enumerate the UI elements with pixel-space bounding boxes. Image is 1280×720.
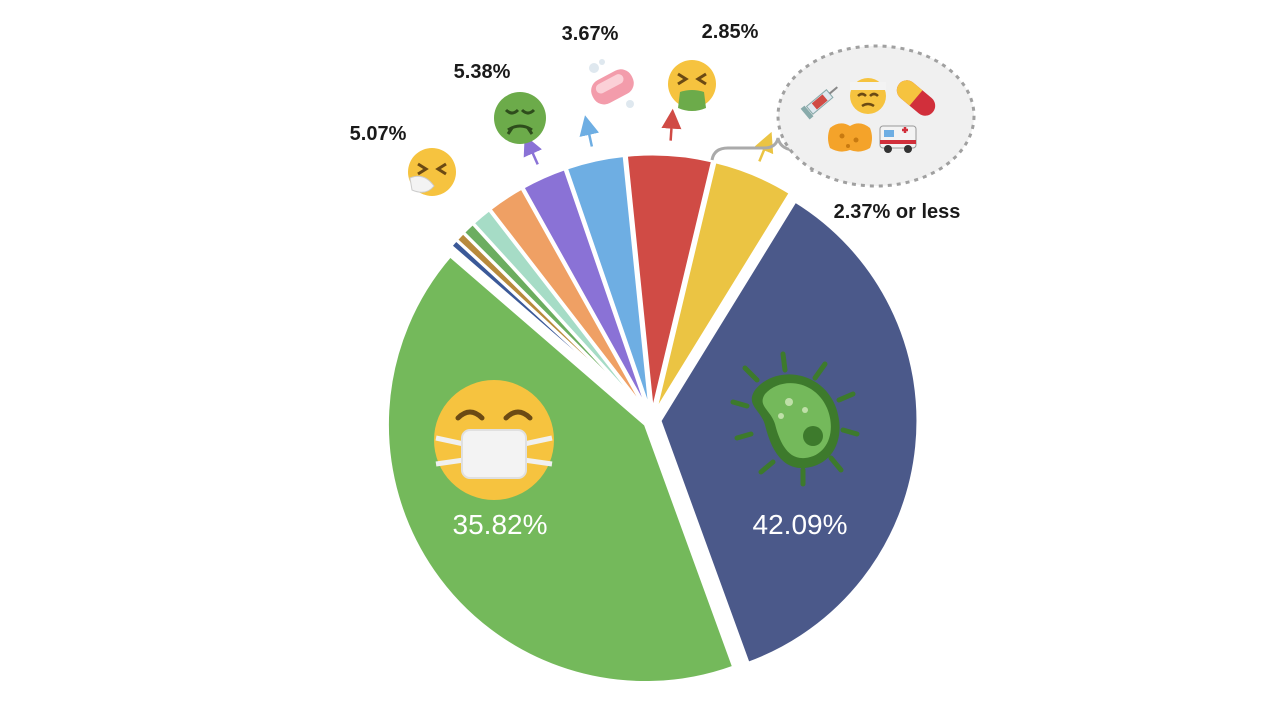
sponge-icon — [828, 123, 872, 152]
bandaged-face-icon — [850, 78, 886, 114]
pie-slice-8 — [624, 152, 715, 413]
medical-mask-face-icon — [434, 380, 554, 500]
callout-arrow-6 — [523, 135, 542, 165]
microbe-icon — [730, 351, 860, 487]
slice-label-largest: 42.09% — [753, 509, 848, 540]
vomiting-face-icon — [668, 60, 716, 111]
slice-label-sneezing: 5.07% — [350, 123, 407, 145]
nauseated-face-icon — [494, 92, 546, 144]
pie-slice-6 — [520, 166, 651, 414]
syringe-icon — [800, 86, 838, 120]
pie-slice-0 — [385, 253, 736, 685]
slice-label-vomiting: 2.85% — [702, 21, 759, 43]
sneezing-face-icon — [408, 148, 456, 196]
group-bubble — [776, 44, 976, 188]
pie-slice-7 — [564, 153, 652, 413]
pie-slice-9 — [653, 159, 793, 414]
ambulance-icon — [879, 125, 917, 153]
callout-arrow-9 — [754, 131, 774, 162]
soap-icon — [589, 59, 634, 108]
pill-icon — [896, 80, 936, 116]
slice-label-nauseated: 5.38% — [454, 61, 511, 83]
slice-label-second: 35.82% — [453, 509, 548, 540]
callout-arrow-8 — [661, 108, 682, 141]
group-label: 2.37% or less — [834, 201, 961, 223]
callout-arrows — [523, 108, 774, 165]
slice-label-soap: 3.67% — [562, 23, 619, 45]
callout-arrow-7 — [579, 115, 600, 147]
